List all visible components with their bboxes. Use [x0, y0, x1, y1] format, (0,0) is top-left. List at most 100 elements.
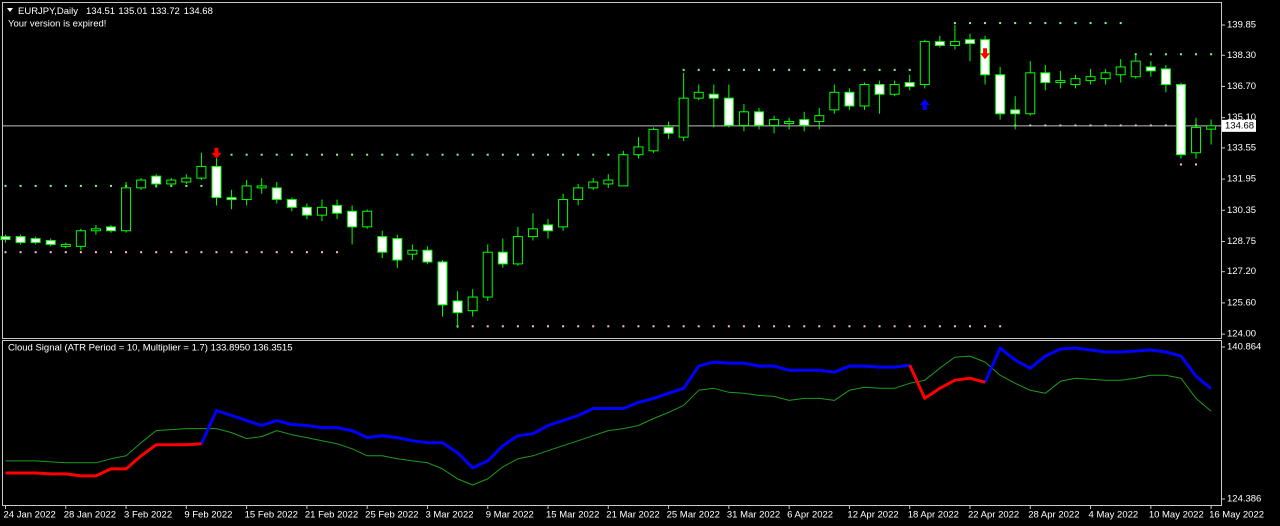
- candle-body: [543, 224, 554, 232]
- candle-body: [738, 111, 749, 126]
- collapse-icon[interactable]: [7, 8, 13, 12]
- level-dot: [863, 325, 866, 328]
- candle-body: [316, 206, 327, 216]
- candle-body: [769, 119, 780, 126]
- level-dot: [1210, 53, 1213, 56]
- level-dot: [697, 68, 700, 71]
- candle-body: [1206, 125, 1217, 130]
- level-dot: [893, 68, 896, 71]
- candle-body: [392, 238, 403, 261]
- level-dot: [1089, 22, 1092, 25]
- level-dot: [848, 68, 851, 71]
- level-dot: [381, 153, 384, 156]
- level-dot: [1164, 53, 1167, 56]
- level-dot: [170, 251, 173, 254]
- x-tick-label: 25 Feb 2022: [365, 510, 418, 521]
- candle-body: [422, 249, 433, 263]
- level-dot: [140, 251, 143, 254]
- level-dot: [652, 325, 655, 328]
- level-dot: [893, 325, 896, 328]
- expired-notice: Your version is expired!: [8, 19, 106, 30]
- candle-body: [482, 251, 493, 298]
- candle-body: [889, 84, 900, 95]
- level-dot: [19, 184, 22, 187]
- candle-body: [30, 238, 41, 243]
- level-dot: [320, 251, 323, 254]
- signal-arrow: [919, 99, 930, 111]
- candle-body: [708, 93, 719, 99]
- y-tick-label: 127.20: [1227, 266, 1256, 277]
- chart-header: EURJPY,Daily 134.51 135.01 133.72 134.68: [18, 6, 213, 17]
- y-tick-label: 131.95: [1227, 174, 1256, 185]
- level-dot: [501, 153, 504, 156]
- candle-body: [678, 97, 689, 138]
- level-dot: [230, 153, 233, 156]
- level-dot: [592, 325, 595, 328]
- level-dot: [336, 153, 339, 156]
- level-dot: [275, 153, 278, 156]
- candle-body: [226, 197, 237, 201]
- open-value: 134.51: [86, 6, 115, 17]
- candle-body: [754, 111, 764, 126]
- level-dot: [245, 153, 248, 156]
- level-dot: [577, 325, 580, 328]
- level-dot: [260, 251, 263, 254]
- indicator-title: Cloud Signal (ATR Period = 10, Multiplie…: [8, 343, 292, 354]
- level-dot: [999, 22, 1002, 25]
- level-dot: [516, 153, 519, 156]
- candle-body: [934, 41, 945, 47]
- level-dot: [562, 153, 565, 156]
- y-tick-label: 130.35: [1227, 205, 1256, 216]
- level-dot: [290, 153, 293, 156]
- level-dot: [64, 251, 67, 254]
- level-dot: [185, 184, 188, 187]
- candle-body: [121, 187, 132, 232]
- candle-body: [558, 199, 569, 228]
- y-tick-label: 135.10: [1227, 112, 1256, 123]
- candle-body: [512, 236, 523, 265]
- y-tick-label: 138.30: [1227, 50, 1256, 61]
- candle-body: [995, 74, 1006, 115]
- level-dot: [863, 68, 866, 71]
- level-dot: [562, 325, 565, 328]
- level-dot: [908, 325, 911, 328]
- y-tick-label: 128.75: [1227, 236, 1256, 247]
- current-price-label: 134.68: [1225, 120, 1254, 131]
- level-dot: [109, 184, 112, 187]
- level-dot: [94, 184, 97, 187]
- level-dot: [516, 325, 519, 328]
- candle-body: [271, 187, 282, 201]
- candle-body: [151, 175, 162, 185]
- candle-body: [573, 187, 584, 201]
- candle-body: [1070, 78, 1081, 86]
- level-dot: [531, 325, 534, 328]
- level-dot: [1179, 53, 1182, 56]
- candle-body: [497, 251, 508, 265]
- candle-body: [723, 97, 734, 126]
- candle-body: [362, 210, 373, 228]
- candle-body: [241, 185, 252, 201]
- level-dot: [712, 325, 715, 328]
- level-dot: [366, 153, 369, 156]
- level-dot: [592, 153, 595, 156]
- level-dot: [878, 325, 881, 328]
- x-tick-label: 28 Jan 2022: [64, 510, 116, 521]
- main-panel-frame: [2, 2, 1222, 339]
- level-dot: [923, 325, 926, 328]
- level-dot: [682, 325, 685, 328]
- x-tick-label: 6 Apr 2022: [787, 510, 833, 521]
- y-tick-label: 140.864: [1227, 342, 1261, 353]
- y-tick-label: 139.85: [1227, 20, 1256, 31]
- level-dot: [968, 22, 971, 25]
- x-tick-label: 3 Mar 2022: [425, 510, 473, 521]
- level-dot: [968, 325, 971, 328]
- candle-body: [1100, 72, 1111, 80]
- level-dot: [547, 325, 550, 328]
- indicator-panel-frame: [2, 340, 1222, 506]
- level-dot: [396, 153, 399, 156]
- level-dot: [803, 325, 806, 328]
- level-dot: [79, 251, 82, 254]
- candle-body: [105, 226, 116, 232]
- level-dot: [215, 251, 218, 254]
